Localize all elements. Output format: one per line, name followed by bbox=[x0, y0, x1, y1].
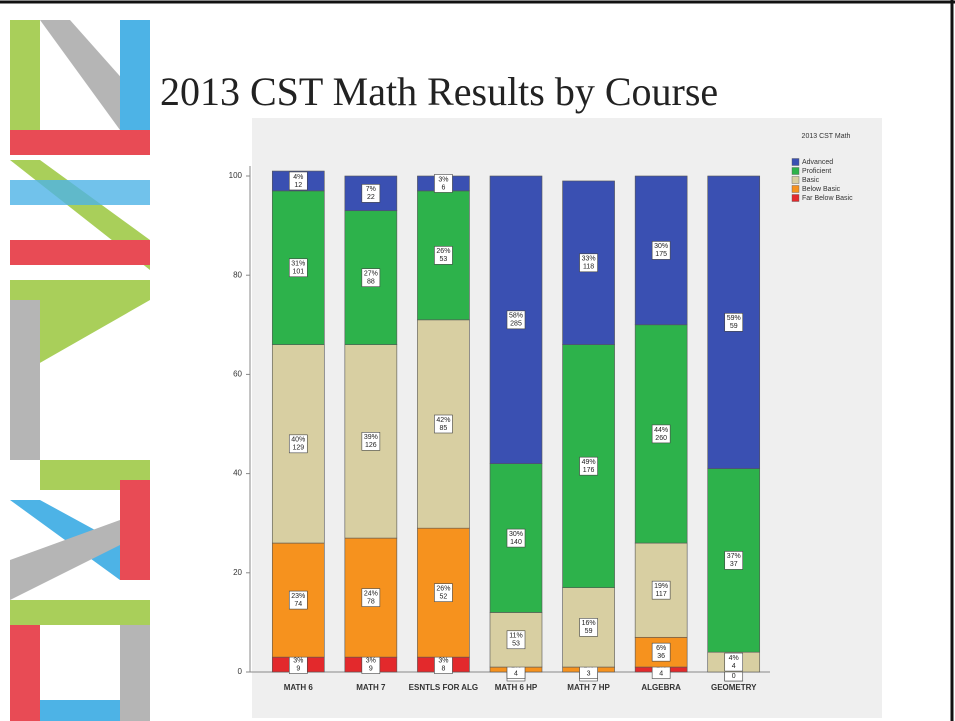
count-label: 53 bbox=[440, 256, 448, 263]
count-label: 36 bbox=[657, 653, 665, 660]
y-tick-label: 100 bbox=[229, 171, 243, 180]
value-label: 37% bbox=[727, 553, 741, 560]
value-label: 44% bbox=[654, 427, 668, 434]
x-tick-label: MATH 6 bbox=[284, 683, 314, 692]
count-label: 260 bbox=[655, 435, 667, 442]
y-tick-label: 20 bbox=[233, 568, 242, 577]
value-label: 11% bbox=[509, 633, 523, 640]
value-label: 30% bbox=[654, 243, 668, 250]
value-label: 39% bbox=[364, 434, 378, 441]
legend-label: Proficient bbox=[802, 168, 831, 175]
legend-swatch bbox=[792, 186, 799, 193]
count-label: 59 bbox=[585, 628, 593, 635]
count-label: 140 bbox=[510, 539, 522, 546]
value-label: 3% bbox=[293, 657, 303, 664]
count-label: 126 bbox=[365, 442, 377, 449]
count-label: 9 bbox=[369, 665, 373, 672]
count-label: 175 bbox=[655, 251, 667, 258]
count-label: 74 bbox=[294, 601, 302, 608]
x-tick-label: MATH 7 bbox=[356, 683, 386, 692]
x-tick-label: ESNTLS FOR ALG bbox=[409, 683, 478, 692]
count-label: 12 bbox=[294, 182, 302, 189]
value-label: 4% bbox=[293, 174, 303, 181]
count-label: 37 bbox=[730, 561, 738, 568]
count-label: 4 bbox=[514, 670, 518, 677]
legend-label: Advanced bbox=[802, 159, 833, 166]
value-label: 42% bbox=[436, 417, 450, 424]
count-label: 117 bbox=[656, 591, 667, 598]
value-label: 49% bbox=[582, 459, 596, 466]
x-tick-label: ALGEBRA bbox=[641, 683, 681, 692]
x-tick-label: GEOMETRY bbox=[711, 683, 757, 692]
y-tick-label: 0 bbox=[238, 667, 243, 676]
x-tick-label: MATH 7 HP bbox=[567, 683, 610, 692]
value-label: 58% bbox=[509, 313, 523, 320]
value-label: 30% bbox=[509, 531, 523, 538]
legend-swatch bbox=[792, 177, 799, 184]
value-label: 40% bbox=[291, 437, 305, 444]
count-label: 52 bbox=[440, 593, 448, 600]
count-label: 3 bbox=[587, 670, 591, 677]
count-label: 22 bbox=[367, 194, 375, 201]
count-label: 4 bbox=[732, 663, 736, 670]
count-label: 53 bbox=[512, 641, 520, 648]
y-tick-label: 60 bbox=[233, 370, 242, 379]
value-label: 59% bbox=[727, 315, 741, 322]
legend-label: Below Basic bbox=[802, 186, 841, 193]
value-label: 3% bbox=[366, 657, 376, 664]
legend-swatch bbox=[792, 195, 799, 202]
count-label: 4 bbox=[659, 670, 663, 677]
count-label: 285 bbox=[510, 321, 522, 328]
legend-swatch bbox=[792, 159, 799, 166]
count-label: 6 bbox=[441, 184, 445, 191]
value-label: 26% bbox=[436, 248, 450, 255]
count-label: 88 bbox=[367, 279, 375, 286]
count-label: 101 bbox=[292, 269, 304, 276]
count-label: 9 bbox=[296, 665, 300, 672]
value-label: 3% bbox=[438, 176, 448, 183]
count-label: 8 bbox=[441, 665, 445, 672]
legend-title: 2013 CST Math bbox=[802, 133, 851, 140]
count-label: 0 bbox=[732, 673, 736, 680]
count-label: 78 bbox=[367, 598, 375, 605]
x-tick-label: MATH 6 HP bbox=[495, 683, 538, 692]
legend-swatch bbox=[792, 168, 799, 175]
value-label: 26% bbox=[436, 585, 450, 592]
value-label: 27% bbox=[364, 271, 378, 278]
value-label: 3% bbox=[438, 657, 448, 664]
value-label: 7% bbox=[366, 186, 376, 193]
slide: 2013 CST Math Results by Course 2013 CST… bbox=[0, 0, 955, 721]
count-label: 118 bbox=[583, 264, 594, 271]
value-label: 6% bbox=[656, 645, 666, 652]
value-label: 23% bbox=[291, 593, 305, 600]
value-label: 19% bbox=[654, 583, 668, 590]
legend-label: Far Below Basic bbox=[802, 195, 853, 202]
value-label: 4% bbox=[729, 655, 739, 662]
value-label: 31% bbox=[291, 261, 305, 268]
value-label: 16% bbox=[582, 620, 596, 627]
count-label: 85 bbox=[440, 425, 448, 432]
count-label: 59 bbox=[730, 323, 738, 330]
y-tick-label: 40 bbox=[233, 469, 242, 478]
chart-title: 2013 CST Math Results by Course bbox=[160, 69, 718, 114]
count-label: 176 bbox=[583, 467, 595, 474]
value-label: 24% bbox=[364, 590, 378, 597]
legend-label: Basic bbox=[802, 177, 820, 184]
y-tick-label: 80 bbox=[233, 270, 242, 279]
value-label: 33% bbox=[582, 256, 596, 263]
count-label: 129 bbox=[292, 445, 304, 452]
